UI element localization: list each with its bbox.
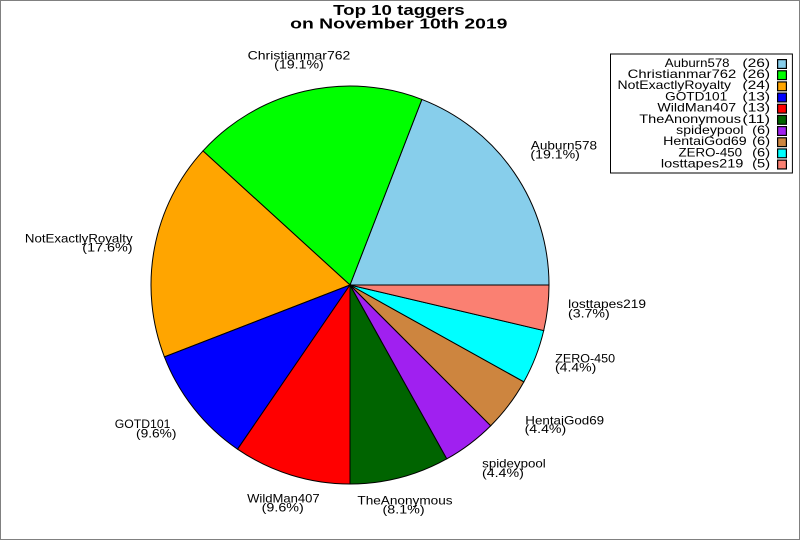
svg-text:(13): (13) bbox=[742, 89, 770, 103]
svg-text:(11): (11) bbox=[742, 112, 770, 126]
svg-text:TheAnonymous: TheAnonymous bbox=[357, 494, 452, 508]
svg-text:spideypool: spideypool bbox=[482, 457, 546, 471]
svg-text:(17.6%): (17.6%) bbox=[82, 240, 132, 254]
svg-text:Christianmar762: Christianmar762 bbox=[248, 49, 351, 63]
svg-text:WildMan407: WildMan407 bbox=[247, 491, 320, 505]
svg-text:(5): (5) bbox=[752, 156, 770, 170]
svg-text:ZERO-450: ZERO-450 bbox=[679, 145, 743, 159]
svg-text:HentaiGod69: HentaiGod69 bbox=[525, 413, 604, 427]
svg-text:(19.1%): (19.1%) bbox=[274, 58, 324, 72]
svg-text:(26): (26) bbox=[742, 56, 770, 70]
svg-text:(26): (26) bbox=[742, 67, 770, 81]
svg-text:Auburn578: Auburn578 bbox=[665, 56, 730, 70]
svg-text:GOTD101: GOTD101 bbox=[115, 417, 171, 431]
svg-text:(4.4%): (4.4%) bbox=[555, 361, 596, 375]
svg-text:(8.1%): (8.1%) bbox=[383, 503, 425, 517]
svg-text:(6): (6) bbox=[752, 134, 770, 148]
svg-text:(4.4%): (4.4%) bbox=[525, 422, 567, 436]
svg-text:on November 10th 2019: on November 10th 2019 bbox=[290, 16, 507, 33]
svg-text:HentaiGod69: HentaiGod69 bbox=[663, 134, 747, 148]
svg-text:losttapes219: losttapes219 bbox=[661, 156, 744, 170]
svg-text:(13): (13) bbox=[742, 101, 770, 115]
svg-text:Christianmar762: Christianmar762 bbox=[628, 67, 737, 81]
svg-text:(6): (6) bbox=[752, 145, 770, 159]
svg-text:Top 10 taggers: Top 10 taggers bbox=[333, 2, 465, 19]
svg-text:spideypool: spideypool bbox=[676, 123, 743, 137]
svg-text:(9.6%): (9.6%) bbox=[262, 501, 304, 515]
svg-text:(3.7%): (3.7%) bbox=[568, 306, 610, 320]
svg-text:(9.6%): (9.6%) bbox=[136, 426, 176, 440]
svg-text:(19.1%): (19.1%) bbox=[530, 148, 580, 162]
svg-text:losttapes219: losttapes219 bbox=[568, 297, 646, 311]
svg-text:(24): (24) bbox=[742, 78, 770, 92]
svg-text:NotExactlyRoyalty: NotExactlyRoyalty bbox=[25, 232, 133, 246]
svg-text:Auburn578: Auburn578 bbox=[531, 139, 598, 153]
svg-text:TheAnonymous: TheAnonymous bbox=[639, 112, 741, 126]
svg-text:WildMan407: WildMan407 bbox=[657, 101, 736, 115]
svg-text:(4.4%): (4.4%) bbox=[482, 466, 524, 480]
svg-text:GOTD101: GOTD101 bbox=[665, 89, 727, 103]
svg-text:(6): (6) bbox=[752, 123, 770, 137]
svg-text:NotExactlyRoyalty: NotExactlyRoyalty bbox=[618, 78, 732, 92]
svg-text:ZERO-450: ZERO-450 bbox=[555, 351, 615, 365]
